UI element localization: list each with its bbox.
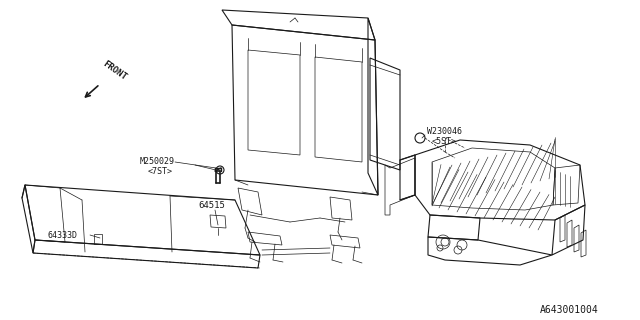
Text: W230046: W230046: [427, 127, 462, 137]
Text: A643001004: A643001004: [540, 305, 599, 315]
Text: 64333D: 64333D: [48, 230, 78, 239]
Text: <7ST>: <7ST>: [148, 167, 173, 177]
Text: M250029: M250029: [140, 157, 175, 166]
Text: FRONT: FRONT: [101, 59, 128, 82]
Text: 64515: 64515: [198, 201, 225, 210]
Text: <5ST>: <5ST>: [432, 138, 457, 147]
